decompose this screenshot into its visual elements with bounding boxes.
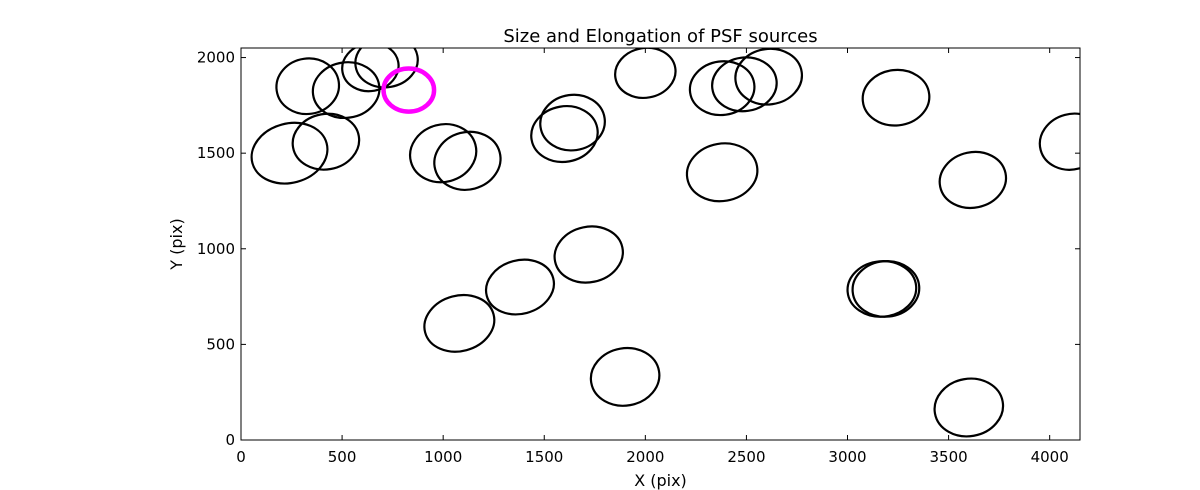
psf-ellipse-19 (484, 258, 556, 316)
psf-ellipse-20 (553, 225, 624, 284)
psf-ellipse-0 (250, 121, 329, 185)
y-tick-label: 2000 (197, 49, 235, 67)
psf-ellipse-17 (1038, 112, 1080, 171)
y-axis-label: Y (pix) (167, 218, 186, 270)
plot-frame (240, 47, 1081, 441)
x-tick-label: 3500 (929, 448, 967, 466)
psf-ellipse-23 (851, 260, 921, 318)
y-tick-label: 0 (225, 431, 235, 449)
x-tick-label: 2500 (727, 448, 765, 466)
tick-layer: 0 500 1000 1500 2000 2500 3000 3500 4000 0 500 1000… (197, 48, 1080, 466)
psf-ellipse-4 (341, 48, 400, 93)
y-tick-label: 1000 (197, 240, 235, 258)
x-axis-label: X (pix) (634, 471, 687, 490)
ellipse-layer (250, 48, 1080, 438)
psf-ellipse-16 (938, 150, 1008, 210)
x-tick-label: 2000 (626, 448, 664, 466)
psf-ellipse-12 (711, 56, 778, 113)
x-tick-label: 3000 (828, 448, 866, 466)
psf-ellipse-24 (933, 377, 1005, 438)
x-tick-label: 0 (236, 448, 246, 466)
psf-ellipse-18 (423, 293, 496, 353)
psf-ellipse-13 (734, 48, 804, 106)
y-tick-label: 1500 (197, 144, 235, 162)
psf-ellipse-7 (433, 130, 502, 191)
x-tick-label: 1000 (424, 448, 462, 466)
psf-ellipse-9 (539, 93, 606, 152)
psf-ellipse-11 (688, 60, 756, 117)
psf-ellipse-1 (291, 112, 361, 171)
chart-title: Size and Elongation of PSF sources (503, 26, 817, 47)
psf-ellipse-5 (354, 48, 419, 89)
psf-ellipse-8 (530, 105, 599, 164)
y-tick-label: 500 (206, 335, 235, 353)
psf-ellipse-6 (409, 123, 478, 184)
psf-ellipse-21 (589, 346, 661, 407)
psf-ellipse-2 (275, 57, 341, 116)
psf-ellipse-15 (861, 68, 931, 127)
psf-ellipse-14 (685, 142, 759, 203)
x-tick-label: 1500 (525, 448, 563, 466)
x-tick-label: 500 (328, 448, 357, 466)
highlighted-psf-ellipse-0 (381, 66, 437, 114)
x-tick-label: 4000 (1031, 448, 1069, 466)
